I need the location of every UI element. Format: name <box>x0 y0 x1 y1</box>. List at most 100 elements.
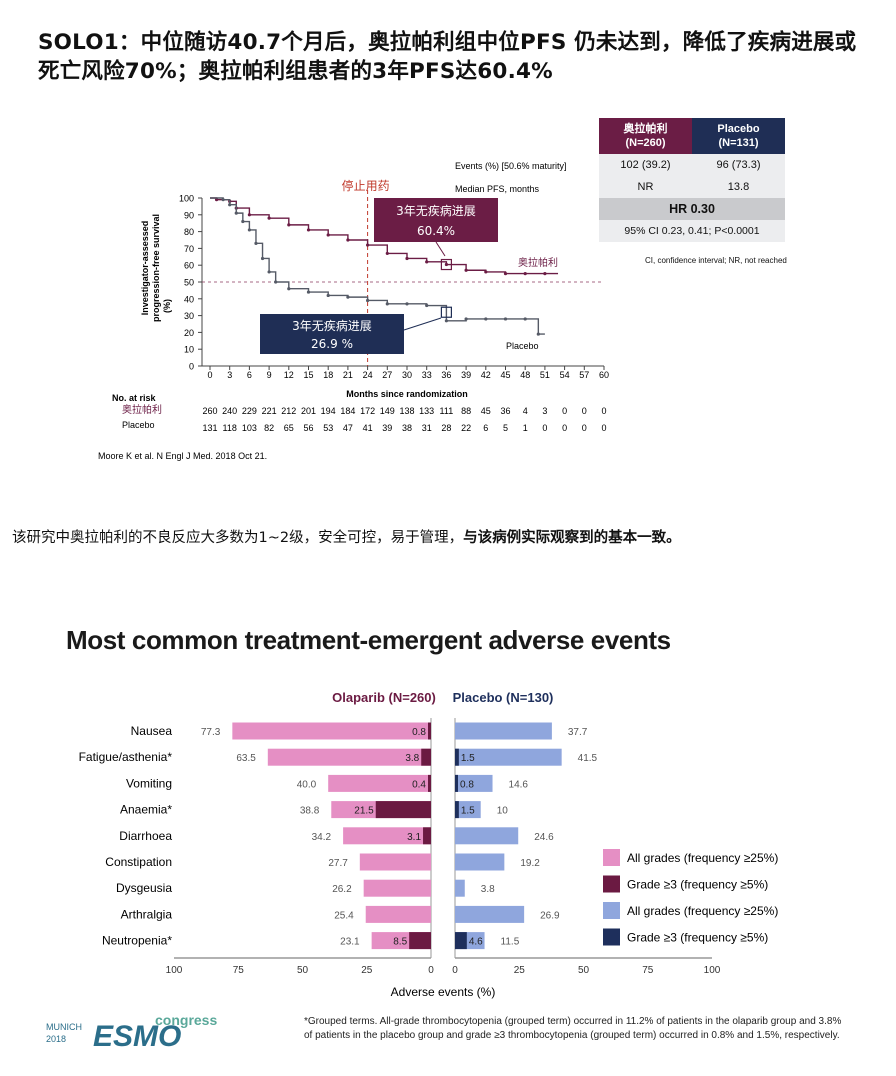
ae-pla-all-bar <box>455 722 552 740</box>
km-y-tick-label: 80 <box>184 227 194 237</box>
km-placebo-curve <box>210 197 545 335</box>
risk-pla-value: 0 <box>542 423 547 433</box>
km-x-tick-label: 48 <box>520 370 530 380</box>
km-x-tick-label: 33 <box>422 370 432 380</box>
km-olaparib-curve-point <box>326 233 330 237</box>
logo-congress: congress <box>155 1012 217 1028</box>
km-olaparib-curve-point <box>543 272 547 276</box>
ae-pla-all-value: 41.5 <box>578 753 598 764</box>
ae-ola-all-bar <box>359 853 431 871</box>
risk-ola-value: 184 <box>340 406 355 416</box>
km-y-axis-label: Investigator-assessed progression-free su… <box>140 214 172 322</box>
ae-category-label: Diarrhoea <box>119 829 172 843</box>
km-x-tick-label: 54 <box>560 370 570 380</box>
ae-pla-g3-value: 0.8 <box>460 779 474 790</box>
ae-ola-g3-bar <box>428 722 431 740</box>
ola-median: NR <box>637 181 654 193</box>
km-ola-callout-pointer <box>435 241 446 257</box>
ae-ola-g3-bar <box>375 801 431 819</box>
pla-header-cell: Placebo (N=131) <box>692 118 785 154</box>
risk-ola-value: 45 <box>481 406 491 416</box>
km-pla-curve-label: Placebo <box>506 341 539 351</box>
pla-head-n: (N=131) <box>718 137 759 149</box>
risk-pla-value: 1 <box>523 423 528 433</box>
risk-ola-value: 221 <box>262 406 277 416</box>
km-placebo-curve-point <box>536 332 540 336</box>
ae-category-label: Neutropenia* <box>102 934 172 948</box>
risk-pla-value: 65 <box>284 423 294 433</box>
km-x-tick-label: 51 <box>540 370 550 380</box>
km-pla-callout-pointer <box>403 317 442 331</box>
km-placebo-curve-point <box>234 211 238 215</box>
ola-header-cell: 奥拉帕利 (N=260) <box>599 118 692 154</box>
ae-x-tick-right: 75 <box>642 965 654 976</box>
km-olaparib-curve-point <box>385 251 389 256</box>
esmo-logo: MUNICH 2018 ESMO congress <box>45 1012 217 1052</box>
risk-title: No. at risk <box>112 393 157 403</box>
km-olaparib-curve-point <box>366 243 370 247</box>
km-placebo-curve-point <box>260 256 265 261</box>
ae-ola-all-bar <box>365 905 431 923</box>
risk-ola-value: 133 <box>419 406 434 416</box>
logo-year: 2018 <box>46 1034 66 1044</box>
ola-events: 102 (39.2) <box>620 159 671 171</box>
ae-x-tick-right: 50 <box>578 965 590 976</box>
km-x-tick-label: 36 <box>441 370 451 380</box>
risk-ola-value: 194 <box>321 406 336 416</box>
ae-ola-all-bar <box>343 827 431 845</box>
ae-legend-swatch <box>603 849 620 866</box>
ae-pla-g3-bar <box>455 932 467 950</box>
pla-median: 13.8 <box>727 181 750 193</box>
km-placebo-curve-point <box>221 198 225 202</box>
risk-ola-label: 奥拉帕利 <box>122 403 162 416</box>
confidence-interval: 95% CI 0.23, 0.41; P<0.0001 <box>599 220 785 242</box>
ae-ola-g3-bar <box>428 774 431 792</box>
km-x-tick-label: 42 <box>481 370 491 380</box>
km-stop-label: 停止用药 <box>342 178 390 193</box>
ae-ola-all-bar <box>267 748 431 766</box>
km-olaparib-curve-point <box>214 198 219 202</box>
ae-category-label: Anaemia* <box>120 803 172 817</box>
risk-ola-value: 260 <box>202 406 217 416</box>
risk-ola-value: 0 <box>562 406 567 416</box>
logo-esmo: ESMO <box>93 1020 181 1052</box>
km-ola-callout-line2: 60.4% <box>417 224 455 238</box>
body-plain: 该研究中奥拉帕利的不良反应大多数为1~2级，安全可控，易于管理， <box>12 530 464 546</box>
footnote: *Grouped terms. All-grade thrombocytopen… <box>304 1016 842 1041</box>
ae-ola-all-bar <box>328 774 431 792</box>
ae-category-label: Constipation <box>105 855 172 869</box>
km-x-tick-label: 60 <box>599 370 609 380</box>
km-olaparib-curve-point <box>444 262 448 267</box>
km-ola-3yr-marker <box>440 258 452 271</box>
ae-legend-label: All grades (frequency ≥25%) <box>627 904 778 918</box>
ae-ola-g3-bar <box>421 748 431 766</box>
ae-x-label: Adverse events (%) <box>391 985 496 999</box>
risk-ola-value: 149 <box>380 406 395 416</box>
ola-head-name: 奥拉帕利 <box>623 123 668 135</box>
ae-ola-g3-bar <box>409 932 431 950</box>
km-x-axis-label: Months since randomization <box>346 389 468 399</box>
ae-pla-all-bar <box>455 774 493 792</box>
km-placebo-curve-point <box>241 219 245 224</box>
km-y-label-2: progression-free survival <box>151 214 161 322</box>
ae-ola-g3-value: 0.4 <box>412 779 426 790</box>
abbreviation-note: CI, confidence interval; NR, not reached <box>645 256 787 265</box>
risk-pla-value: 5 <box>503 423 508 433</box>
ae-x-tick-left: 25 <box>361 965 373 976</box>
ola-head-n: (N=260) <box>625 137 666 149</box>
ae-ola-g3-value: 3.8 <box>405 753 419 764</box>
ae-category-label: Dysgeusia <box>116 881 172 895</box>
km-placebo-curve-point <box>503 317 508 321</box>
km-y-tick-label: 20 <box>184 328 194 338</box>
ae-pla-all-value: 10 <box>497 806 509 817</box>
ae-title: Most common treatment-emergent adverse e… <box>66 625 671 655</box>
km-placebo-curve-point <box>254 241 258 245</box>
ae-x-tick-right: 0 <box>452 965 458 976</box>
km-x-tick-label: 30 <box>402 370 412 380</box>
ae-ola-all-value: 77.3 <box>201 727 221 738</box>
ae-pla-header: Placebo (N=130) <box>453 690 554 705</box>
risk-ola-value: 212 <box>281 406 296 416</box>
km-y-label-3: (%) <box>162 299 172 313</box>
risk-ola-value: 138 <box>399 406 414 416</box>
